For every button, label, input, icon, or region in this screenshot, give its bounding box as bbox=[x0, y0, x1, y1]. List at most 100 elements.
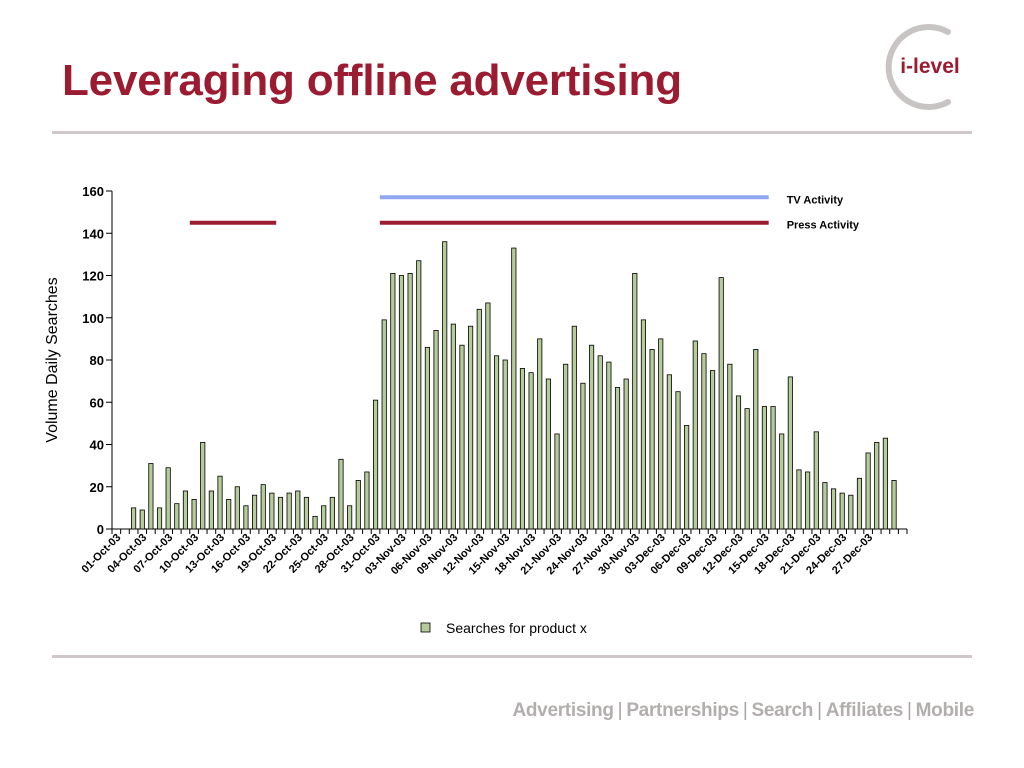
bar bbox=[286, 492, 292, 530]
bar bbox=[234, 486, 240, 530]
bar bbox=[260, 484, 266, 530]
bar bbox=[580, 382, 586, 530]
bar bbox=[208, 490, 214, 530]
bar bbox=[710, 370, 716, 530]
legend-swatch bbox=[420, 622, 431, 633]
bar bbox=[796, 469, 802, 530]
bar bbox=[623, 378, 629, 530]
bar bbox=[761, 406, 767, 530]
bar bbox=[277, 496, 284, 530]
footer-separator: | bbox=[906, 700, 912, 721]
bar bbox=[718, 277, 724, 530]
bar bbox=[424, 346, 430, 530]
header-divider bbox=[52, 131, 972, 134]
bar bbox=[839, 492, 845, 530]
footer-item-affiliates: Affiliates bbox=[825, 700, 904, 721]
y-tick-label: 120 bbox=[82, 269, 104, 284]
bar bbox=[511, 247, 517, 530]
footer-item-mobile: Mobile bbox=[915, 700, 975, 721]
bar bbox=[131, 507, 137, 530]
bar bbox=[891, 480, 897, 530]
bar bbox=[779, 433, 785, 530]
bar bbox=[200, 441, 206, 530]
bar bbox=[217, 475, 223, 530]
footer-services: Advertising | Partnerships | Search | Affiliat… bbox=[512, 700, 974, 722]
bar bbox=[545, 378, 551, 530]
bar bbox=[476, 308, 482, 530]
bar bbox=[329, 496, 335, 530]
bar bbox=[614, 387, 621, 530]
bar bbox=[744, 408, 750, 530]
bar bbox=[390, 272, 396, 530]
bar bbox=[407, 272, 413, 530]
bar bbox=[735, 395, 742, 530]
bar bbox=[805, 471, 811, 530]
bar bbox=[597, 355, 603, 530]
bar bbox=[372, 399, 379, 530]
bar bbox=[321, 505, 327, 530]
svg-text:i-level: i-level bbox=[900, 55, 960, 78]
bar bbox=[528, 372, 534, 530]
bar bbox=[312, 515, 318, 530]
bar bbox=[303, 496, 309, 530]
legend-label: Searches for product x bbox=[446, 620, 587, 636]
footer-item-search: Search bbox=[751, 700, 814, 721]
y-tick-label: 100 bbox=[82, 311, 104, 326]
bar bbox=[502, 359, 508, 530]
searches-bar-chart: 0 20 40 60 80 100 120 140 160 Volume Daily Search… bbox=[44, 184, 908, 636]
bar bbox=[398, 275, 405, 530]
page-title: Leveraging offline advertising bbox=[62, 56, 682, 105]
y-tick-label: 0 bbox=[97, 522, 104, 537]
bar bbox=[856, 477, 863, 530]
bar bbox=[165, 467, 171, 530]
bar bbox=[355, 480, 361, 530]
bar bbox=[450, 323, 456, 530]
bar bbox=[338, 458, 344, 530]
bar bbox=[537, 338, 543, 530]
bar bbox=[666, 374, 672, 530]
bar bbox=[381, 319, 387, 530]
bar bbox=[468, 325, 474, 530]
y-tick-label: 20 bbox=[90, 480, 104, 495]
footer-separator: | bbox=[817, 700, 822, 721]
bar bbox=[493, 355, 500, 530]
bar bbox=[874, 441, 880, 530]
footer-divider bbox=[52, 655, 972, 658]
y-tick-label: 160 bbox=[82, 184, 104, 199]
bar bbox=[243, 505, 249, 530]
bar bbox=[658, 338, 664, 530]
bar bbox=[649, 349, 655, 530]
footer-item-partnerships: Partnerships bbox=[626, 700, 739, 721]
bar bbox=[554, 433, 560, 530]
bar bbox=[563, 363, 569, 530]
bar bbox=[692, 340, 698, 530]
y-tick-label: 140 bbox=[82, 226, 104, 241]
bar bbox=[848, 494, 854, 530]
bar bbox=[882, 437, 888, 530]
y-tick-label: 80 bbox=[90, 353, 104, 368]
bar bbox=[364, 471, 370, 530]
bar bbox=[139, 509, 145, 530]
bar bbox=[442, 241, 448, 530]
bar bbox=[675, 391, 681, 530]
bar bbox=[830, 488, 837, 530]
i-level-logo: i-level bbox=[876, 22, 976, 114]
bar bbox=[589, 344, 595, 530]
press-activity-label: Press Activity bbox=[787, 220, 860, 232]
bar bbox=[813, 431, 819, 530]
bar bbox=[269, 492, 275, 530]
bar bbox=[156, 507, 163, 530]
y-axis-title: Volume Daily Searches bbox=[44, 277, 61, 442]
bar bbox=[640, 319, 647, 530]
bar bbox=[701, 353, 707, 530]
bar bbox=[727, 363, 733, 530]
bar bbox=[770, 406, 776, 530]
footer-separator: | bbox=[617, 700, 623, 721]
bar bbox=[295, 490, 301, 530]
y-tick-label: 60 bbox=[90, 395, 104, 410]
bar bbox=[519, 368, 526, 530]
bar bbox=[606, 361, 612, 530]
bar bbox=[347, 505, 353, 530]
bar bbox=[787, 376, 793, 530]
bar bbox=[485, 302, 491, 530]
